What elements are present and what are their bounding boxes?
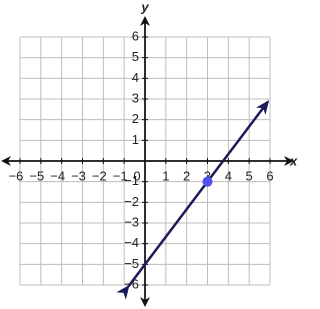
x-tick-label: −6 (9, 168, 24, 183)
y-tick-label: 5 (132, 49, 139, 64)
y-tick-label: −2 (124, 194, 139, 209)
y-tick-label: −3 (124, 214, 139, 229)
x-tick-label: 1 (162, 168, 169, 183)
x-tick-label: 6 (266, 168, 273, 183)
y-tick-label: 1 (132, 132, 139, 147)
x-tick-label: 4 (225, 168, 232, 183)
y-tick-label: 3 (132, 90, 139, 105)
y-tick-label: 2 (132, 111, 139, 126)
y-tick-label: 4 (132, 70, 139, 85)
x-tick-label: −2 (92, 168, 107, 183)
x-tick-label: 2 (183, 168, 190, 183)
line (116, 100, 270, 300)
y-axis-label: y (140, 0, 149, 14)
x-tick-label: −3 (71, 168, 86, 183)
x-tick-label: 5 (246, 168, 253, 183)
x-axis-label: x (289, 153, 298, 168)
y-tick-label: −5 (124, 256, 139, 271)
y-tick-label: −4 (124, 235, 139, 250)
y-tick-label: −1 (124, 173, 139, 188)
x-tick-label: −5 (29, 168, 44, 183)
y-tick-label: 6 (132, 28, 139, 43)
point (202, 176, 213, 187)
x-tick-label: −4 (50, 168, 65, 183)
